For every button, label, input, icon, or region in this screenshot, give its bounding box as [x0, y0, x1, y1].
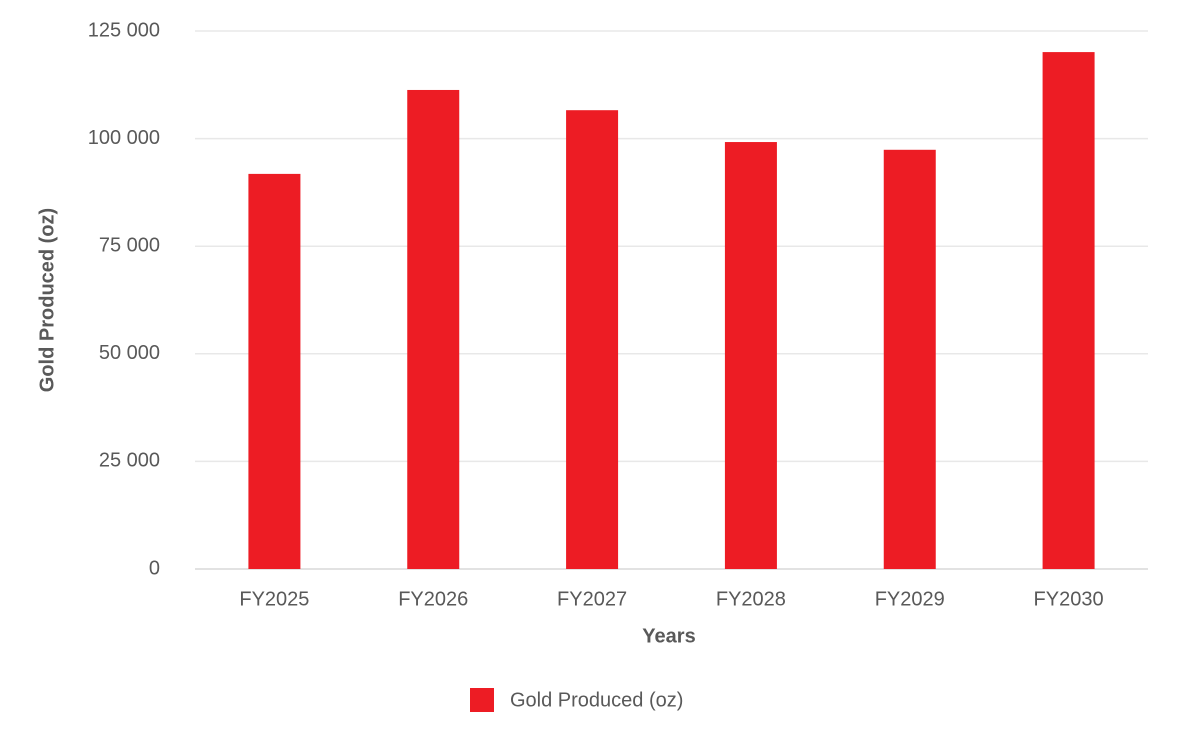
legend-swatch [470, 688, 494, 712]
x-tick-label: FY2029 [875, 588, 945, 610]
x-axis-title: Years [642, 625, 695, 647]
y-tick-label: 0 [149, 557, 160, 579]
bar [1042, 52, 1095, 569]
y-tick-label: 75 000 [99, 234, 160, 256]
legend-label: Gold Produced (oz) [510, 689, 683, 711]
y-tick-label: 125 000 [88, 19, 160, 41]
x-tick-label: FY2028 [716, 588, 786, 610]
y-tick-label: 100 000 [88, 127, 160, 149]
y-tick-label: 50 000 [99, 342, 160, 364]
x-tick-label: FY2025 [239, 588, 309, 610]
x-tick-label: FY2026 [398, 588, 468, 610]
x-tick-label: FY2027 [557, 588, 627, 610]
x-tick-label: FY2030 [1034, 588, 1104, 610]
bar [724, 142, 777, 569]
bar [407, 89, 460, 570]
bar [566, 110, 619, 569]
bar [883, 149, 936, 569]
y-axis-title: Gold Produced (oz) [36, 208, 58, 392]
bar [248, 173, 301, 569]
y-tick-label: 25 000 [99, 450, 160, 472]
